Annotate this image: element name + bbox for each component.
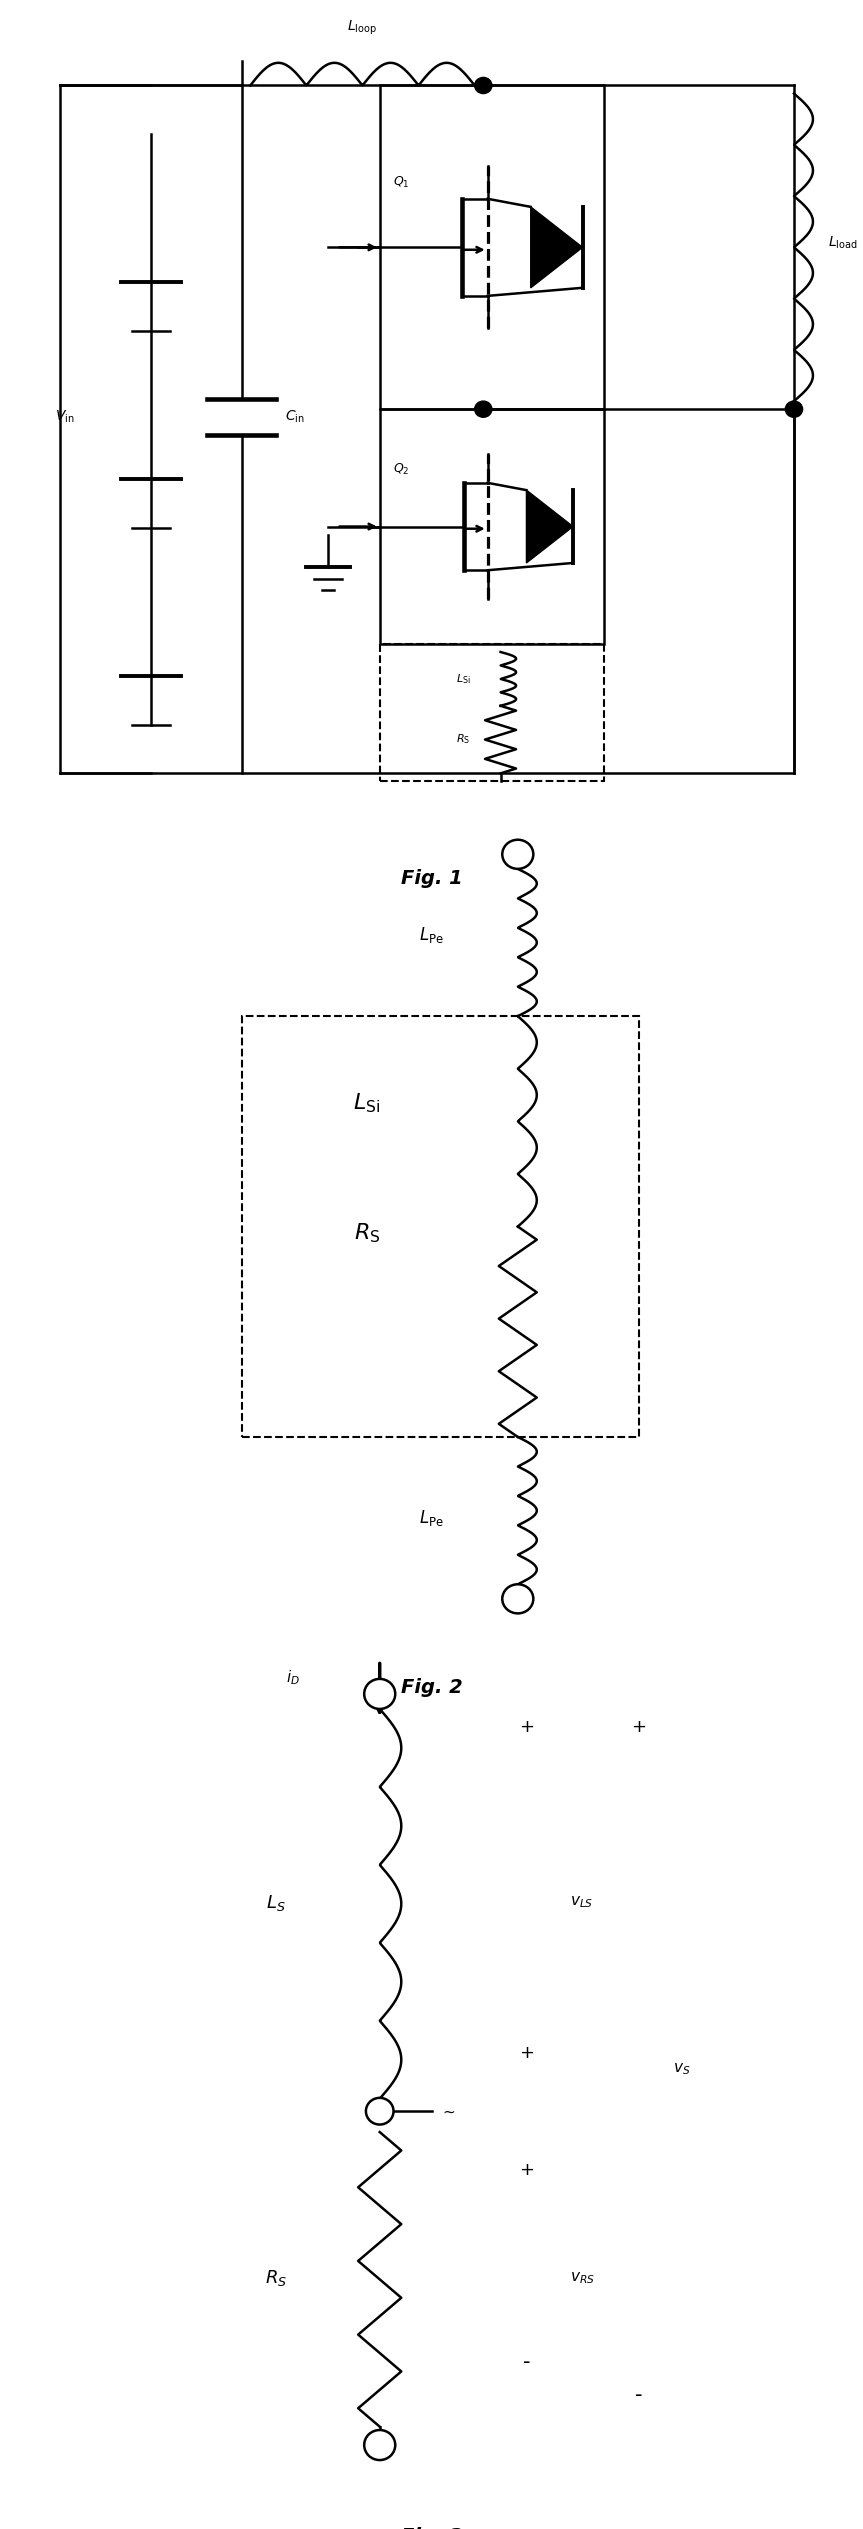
Text: $v_{LS}$: $v_{LS}$ bbox=[570, 1894, 593, 1909]
Circle shape bbox=[475, 78, 492, 94]
Text: $L_S$: $L_S$ bbox=[267, 1892, 286, 1912]
Polygon shape bbox=[526, 491, 573, 564]
Text: $C_{\rm in}$: $C_{\rm in}$ bbox=[285, 410, 305, 425]
Text: $v_S$: $v_S$ bbox=[673, 2061, 690, 2076]
Text: Fig. 2: Fig. 2 bbox=[400, 1679, 463, 1697]
Circle shape bbox=[364, 1679, 395, 1710]
Text: $R_S$: $R_S$ bbox=[265, 2269, 287, 2289]
Text: $L_{\rm Si}$: $L_{\rm Si}$ bbox=[353, 1093, 381, 1115]
Text: -: - bbox=[523, 2352, 530, 2372]
Circle shape bbox=[364, 2430, 395, 2461]
Text: $V_{\rm in}$: $V_{\rm in}$ bbox=[55, 410, 74, 425]
Bar bbox=[380, 86, 604, 410]
Bar bbox=[380, 645, 604, 781]
Text: $L_{\rm Pe}$: $L_{\rm Pe}$ bbox=[419, 926, 444, 946]
Text: $L_{\rm load}$: $L_{\rm load}$ bbox=[828, 235, 858, 250]
Bar bbox=[242, 1017, 639, 1436]
Text: -: - bbox=[635, 2385, 642, 2405]
Text: $L_{\rm Si}$: $L_{\rm Si}$ bbox=[456, 673, 470, 685]
Text: $\sim$: $\sim$ bbox=[440, 2104, 457, 2119]
Text: $Q_1$: $Q_1$ bbox=[393, 175, 409, 190]
Circle shape bbox=[475, 402, 492, 417]
Text: $i_D$: $i_D$ bbox=[287, 1669, 300, 1687]
Text: $R_{\rm S}$: $R_{\rm S}$ bbox=[354, 1222, 380, 1244]
Text: $L_{\rm loop}$: $L_{\rm loop}$ bbox=[348, 18, 377, 38]
Polygon shape bbox=[531, 207, 583, 288]
Circle shape bbox=[785, 402, 803, 417]
Text: +: + bbox=[519, 1717, 534, 1737]
Circle shape bbox=[366, 2099, 394, 2124]
Bar bbox=[380, 410, 604, 645]
Text: +: + bbox=[519, 2043, 534, 2061]
Text: +: + bbox=[631, 1717, 646, 1737]
Circle shape bbox=[502, 840, 533, 870]
Text: $Q_2$: $Q_2$ bbox=[393, 463, 409, 478]
Text: $v_{RS}$: $v_{RS}$ bbox=[570, 2271, 595, 2286]
Text: $R_{\rm S}$: $R_{\rm S}$ bbox=[457, 733, 470, 746]
Text: +: + bbox=[519, 2160, 534, 2177]
Circle shape bbox=[502, 1583, 533, 1614]
Text: $L_{\rm Pe}$: $L_{\rm Pe}$ bbox=[419, 1507, 444, 1528]
Text: Fig. 1: Fig. 1 bbox=[400, 870, 463, 888]
